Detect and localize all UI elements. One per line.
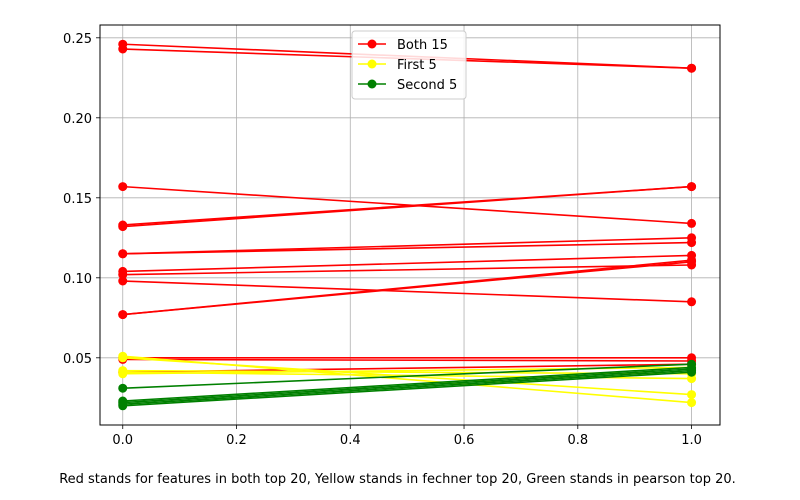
y-tick-label: 0.25 [63, 32, 92, 47]
line-segment [122, 254, 692, 273]
line-segment [122, 358, 692, 362]
data-point [687, 63, 697, 73]
data-point [687, 182, 697, 192]
x-tick-label: 0.2 [226, 433, 247, 448]
legend-label: Second 5 [397, 78, 457, 93]
series-line [118, 276, 697, 307]
data-point [118, 249, 128, 259]
series-layer [118, 39, 697, 411]
legend-label: First 5 [397, 58, 437, 73]
x-tick-label: 0.6 [454, 433, 475, 448]
data-point [118, 310, 128, 320]
line-segment [122, 368, 692, 404]
series-line [118, 182, 697, 232]
legend-entry: Second 5 [358, 78, 457, 93]
x-axis: 0.0 0.2 0.4 0.6 0.8 1.0 [112, 425, 702, 448]
series-line [118, 257, 697, 320]
data-point [687, 374, 697, 384]
legend-box [351, 30, 467, 100]
data-point [118, 369, 128, 379]
x-tick-label: 0.0 [112, 433, 133, 448]
data-point [687, 218, 697, 228]
legend-entry: Both 15 [358, 38, 448, 53]
line-segment [122, 369, 692, 405]
legend-swatch-marker [367, 59, 377, 69]
line-segment [122, 363, 692, 389]
line-segment [122, 241, 692, 255]
line-segment [122, 264, 692, 276]
plot-frame [99, 24, 721, 426]
data-point [118, 353, 128, 363]
data-point [118, 276, 128, 286]
y-tick-label: 0.15 [63, 192, 92, 207]
y-tick-label: 0.20 [63, 112, 92, 127]
data-point [687, 238, 697, 248]
data-point [687, 257, 697, 267]
line-segment [122, 280, 692, 303]
line-chart: 0.0 0.2 0.4 0.6 0.8 1.0 0.050.100.150.200.25 … [63, 24, 721, 448]
y-axis: 0.05 0.10 0.15 0.20 0.25 [63, 32, 100, 367]
series-line [118, 367, 697, 411]
data-point [118, 401, 128, 411]
legend: Both 15 First 5 Second 5 [351, 30, 467, 100]
data-point [118, 270, 128, 280]
x-tick-label: 1.0 [681, 433, 702, 448]
line-segment [122, 371, 692, 407]
line-segment [122, 185, 692, 228]
legend-entry: First 5 [358, 58, 437, 73]
data-point [118, 44, 128, 54]
legend-swatch-marker [367, 39, 377, 49]
series-line [118, 238, 697, 259]
data-point [687, 297, 697, 307]
x-tick-label: 0.8 [567, 433, 588, 448]
data-point [687, 367, 697, 377]
figure-caption: Red stands for features in both top 20, … [59, 472, 736, 487]
data-point [118, 222, 128, 232]
data-point [118, 383, 128, 393]
line-segment [122, 366, 692, 402]
line-segment [122, 261, 692, 316]
series-group [118, 359, 697, 411]
data-point [118, 182, 128, 192]
y-tick-label: 0.05 [63, 352, 92, 367]
x-tick-label: 0.4 [340, 433, 361, 448]
data-point [687, 390, 697, 400]
y-tick-label: 0.10 [63, 272, 92, 287]
legend-label: Both 15 [397, 38, 448, 53]
data-point [687, 398, 697, 408]
legend-swatch-marker [367, 79, 377, 89]
